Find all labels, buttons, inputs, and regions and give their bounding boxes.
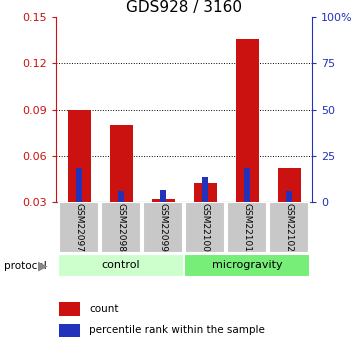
Bar: [101, 202, 141, 253]
Bar: [184, 254, 310, 277]
Bar: [59, 324, 80, 337]
Bar: [58, 254, 184, 277]
Text: percentile rank within the sample: percentile rank within the sample: [89, 325, 265, 335]
Bar: [244, 168, 250, 202]
Bar: [59, 202, 99, 253]
Text: GSM22102: GSM22102: [285, 203, 293, 252]
Bar: [269, 202, 309, 253]
Text: protocol: protocol: [4, 262, 46, 271]
Bar: [143, 202, 183, 253]
Title: GDS928 / 3160: GDS928 / 3160: [126, 0, 242, 15]
Bar: [202, 177, 208, 202]
Bar: [76, 168, 82, 202]
Bar: [185, 202, 225, 253]
Text: GSM22097: GSM22097: [75, 203, 83, 252]
Bar: [59, 302, 80, 316]
Bar: [109, 125, 132, 202]
Text: count: count: [89, 304, 118, 314]
Text: ▶: ▶: [38, 260, 47, 273]
Bar: [68, 110, 91, 202]
Bar: [227, 202, 267, 253]
Text: GSM22100: GSM22100: [201, 203, 210, 252]
Text: GSM22098: GSM22098: [117, 203, 126, 252]
Bar: [152, 199, 175, 202]
Text: control: control: [102, 260, 140, 270]
Text: GSM22101: GSM22101: [243, 203, 252, 252]
Bar: [236, 39, 259, 202]
Bar: [160, 189, 166, 202]
Bar: [118, 191, 124, 202]
Text: GSM22099: GSM22099: [158, 203, 168, 252]
Bar: [193, 184, 217, 202]
Bar: [278, 168, 301, 202]
Text: microgravity: microgravity: [212, 260, 282, 270]
Bar: [286, 191, 292, 202]
